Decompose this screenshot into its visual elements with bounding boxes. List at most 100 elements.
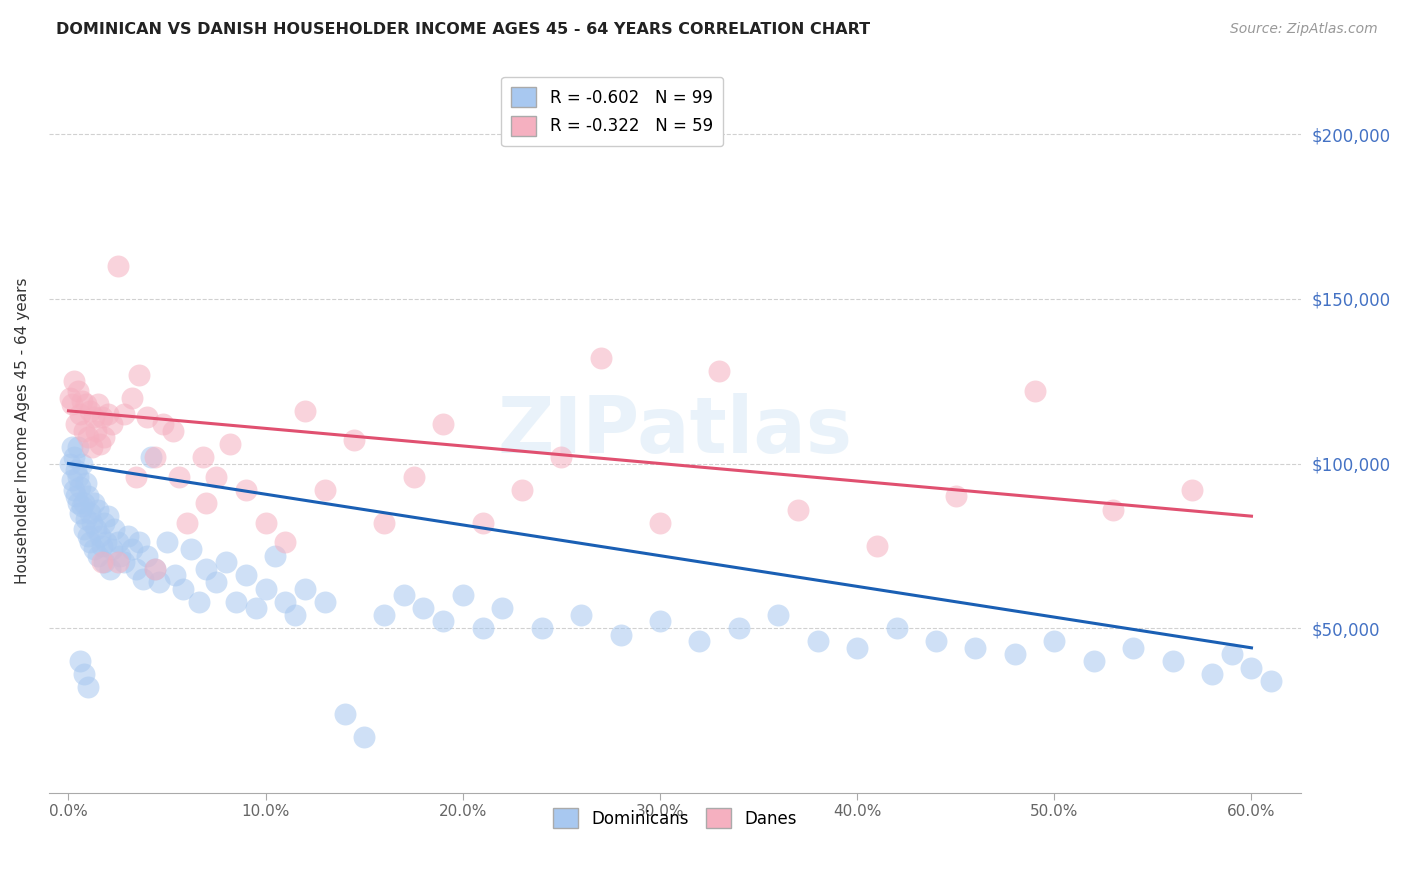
Point <box>264 549 287 563</box>
Point <box>91 555 114 569</box>
Text: Source: ZipAtlas.com: Source: ZipAtlas.com <box>1230 22 1378 37</box>
Point <box>373 607 395 622</box>
Point <box>67 384 90 398</box>
Point <box>432 417 454 431</box>
Point <box>69 407 91 421</box>
Point <box>1220 648 1243 662</box>
Point <box>866 539 889 553</box>
Point <box>117 529 139 543</box>
Point <box>63 374 86 388</box>
Point <box>94 535 117 549</box>
Point <box>79 404 101 418</box>
Point <box>235 483 257 497</box>
Point <box>1083 654 1105 668</box>
Point <box>112 407 135 421</box>
Point <box>136 549 159 563</box>
Point <box>128 535 150 549</box>
Point <box>373 516 395 530</box>
Point <box>87 397 110 411</box>
Point <box>73 496 96 510</box>
Point <box>163 568 186 582</box>
Point <box>191 450 214 464</box>
Point <box>124 562 146 576</box>
Y-axis label: Householder Income Ages 45 - 64 years: Householder Income Ages 45 - 64 years <box>15 277 30 584</box>
Point <box>143 562 166 576</box>
Point <box>89 529 111 543</box>
Point <box>59 391 82 405</box>
Point <box>886 621 908 635</box>
Point <box>195 562 218 576</box>
Point <box>84 424 107 438</box>
Point <box>75 476 97 491</box>
Point <box>91 410 114 425</box>
Point <box>63 450 86 464</box>
Point <box>402 469 425 483</box>
Point <box>846 640 869 655</box>
Point <box>432 615 454 629</box>
Point <box>768 607 790 622</box>
Point <box>965 640 987 655</box>
Point <box>75 512 97 526</box>
Point <box>97 407 120 421</box>
Point <box>412 601 434 615</box>
Point <box>124 469 146 483</box>
Point <box>82 440 104 454</box>
Point <box>77 430 100 444</box>
Point <box>132 572 155 586</box>
Point <box>107 555 129 569</box>
Point <box>73 522 96 536</box>
Point <box>141 450 163 464</box>
Point <box>63 483 86 497</box>
Point <box>491 601 513 615</box>
Point <box>162 424 184 438</box>
Point <box>89 436 111 450</box>
Point <box>107 259 129 273</box>
Point <box>1161 654 1184 668</box>
Point <box>87 502 110 516</box>
Point <box>97 509 120 524</box>
Point <box>1004 648 1026 662</box>
Point <box>807 634 830 648</box>
Point <box>148 574 170 589</box>
Point <box>219 436 242 450</box>
Point <box>73 424 96 438</box>
Point <box>98 562 121 576</box>
Point <box>156 535 179 549</box>
Point <box>65 490 87 504</box>
Point <box>180 542 202 557</box>
Point <box>172 582 194 596</box>
Point <box>392 588 415 602</box>
Point <box>569 607 592 622</box>
Point <box>62 473 84 487</box>
Point <box>69 479 91 493</box>
Point <box>167 469 190 483</box>
Point <box>112 555 135 569</box>
Point <box>1181 483 1204 497</box>
Point <box>343 434 366 448</box>
Point <box>1043 634 1066 648</box>
Point <box>205 574 228 589</box>
Point <box>128 368 150 382</box>
Point <box>72 394 94 409</box>
Point <box>83 410 105 425</box>
Point <box>72 457 94 471</box>
Point <box>75 397 97 411</box>
Point <box>254 516 277 530</box>
Point <box>59 457 82 471</box>
Point <box>510 483 533 497</box>
Point <box>205 469 228 483</box>
Legend: Dominicans, Danes: Dominicans, Danes <box>547 801 803 835</box>
Point <box>274 535 297 549</box>
Point <box>73 667 96 681</box>
Point <box>65 417 87 431</box>
Point <box>69 654 91 668</box>
Point <box>195 496 218 510</box>
Point <box>609 628 631 642</box>
Point <box>215 555 238 569</box>
Point <box>101 542 124 557</box>
Point <box>925 634 948 648</box>
Point <box>72 500 94 514</box>
Point <box>688 634 710 648</box>
Point <box>121 391 143 405</box>
Point <box>101 417 124 431</box>
